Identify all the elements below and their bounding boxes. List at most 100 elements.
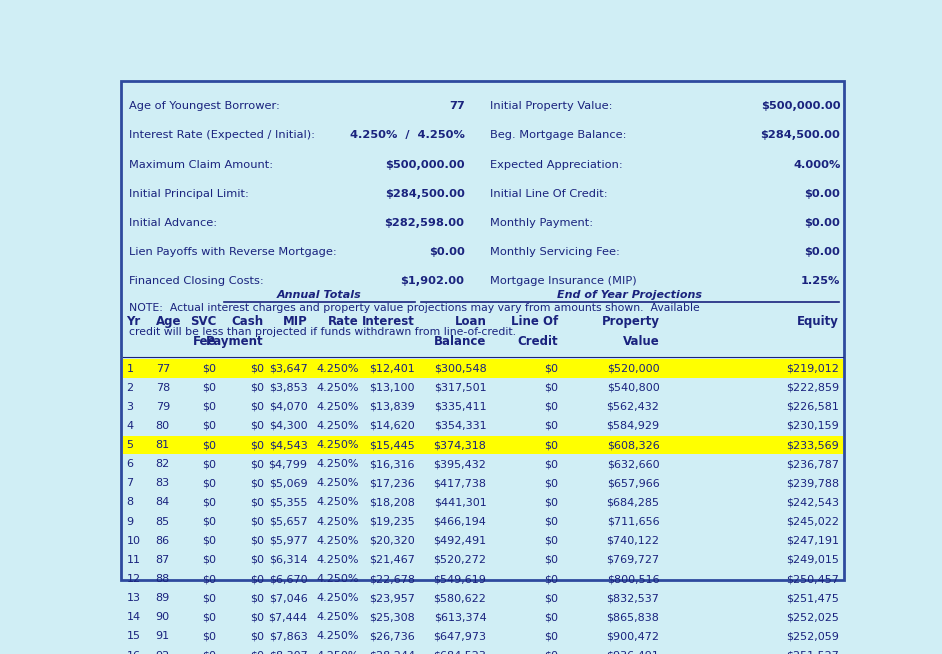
Text: $0: $0 bbox=[203, 632, 217, 642]
Text: $250,457: $250,457 bbox=[787, 574, 839, 584]
Text: $284,500.00: $284,500.00 bbox=[384, 189, 464, 199]
Text: $0: $0 bbox=[250, 574, 264, 584]
Text: $520,272: $520,272 bbox=[433, 555, 486, 565]
Text: Payment: Payment bbox=[206, 336, 264, 349]
Text: $15,445: $15,445 bbox=[369, 440, 414, 450]
Text: Interest: Interest bbox=[362, 315, 414, 328]
Text: $282,598.00: $282,598.00 bbox=[384, 218, 464, 228]
Text: 11: 11 bbox=[126, 555, 140, 565]
Text: 8: 8 bbox=[126, 498, 134, 508]
Text: $7,444: $7,444 bbox=[268, 612, 307, 623]
Text: $0: $0 bbox=[203, 593, 217, 603]
Text: $0: $0 bbox=[544, 459, 558, 469]
Text: 15: 15 bbox=[126, 632, 140, 642]
Text: $12,401: $12,401 bbox=[369, 364, 414, 373]
Text: 4.250%: 4.250% bbox=[317, 555, 359, 565]
Text: $0: $0 bbox=[203, 651, 217, 654]
Bar bbox=[122, 359, 843, 377]
Text: 82: 82 bbox=[155, 459, 170, 469]
Text: Mortgage Insurance (MIP): Mortgage Insurance (MIP) bbox=[490, 277, 637, 286]
Text: $4,070: $4,070 bbox=[268, 402, 307, 412]
Text: 85: 85 bbox=[155, 517, 170, 526]
Text: 4.250%: 4.250% bbox=[317, 402, 359, 412]
Text: 13: 13 bbox=[126, 593, 140, 603]
Text: $7,863: $7,863 bbox=[268, 632, 307, 642]
Text: $219,012: $219,012 bbox=[787, 364, 839, 373]
Text: $900,472: $900,472 bbox=[607, 632, 659, 642]
Text: 4.250%: 4.250% bbox=[317, 459, 359, 469]
Text: $5,069: $5,069 bbox=[268, 478, 307, 489]
Text: $249,015: $249,015 bbox=[787, 555, 839, 565]
Text: $562,432: $562,432 bbox=[607, 402, 659, 412]
Text: $936,491: $936,491 bbox=[607, 651, 659, 654]
Text: $236,787: $236,787 bbox=[786, 459, 839, 469]
Text: $284,500.00: $284,500.00 bbox=[760, 130, 840, 141]
Text: $17,236: $17,236 bbox=[369, 478, 414, 489]
Text: 80: 80 bbox=[155, 421, 170, 431]
Text: 4.250%: 4.250% bbox=[317, 612, 359, 623]
Text: $492,491: $492,491 bbox=[433, 536, 486, 546]
Text: 12: 12 bbox=[126, 574, 140, 584]
Text: $0: $0 bbox=[203, 517, 217, 526]
Text: $0: $0 bbox=[250, 498, 264, 508]
Text: $251,527: $251,527 bbox=[787, 651, 839, 654]
Text: 78: 78 bbox=[155, 383, 170, 392]
Text: $0: $0 bbox=[203, 402, 217, 412]
Text: 4.250%: 4.250% bbox=[317, 593, 359, 603]
Text: $1,902.00: $1,902.00 bbox=[400, 277, 464, 286]
Text: 1: 1 bbox=[126, 364, 134, 373]
Text: $549,619: $549,619 bbox=[433, 574, 486, 584]
Text: 4.000%: 4.000% bbox=[793, 160, 840, 169]
Text: $584,929: $584,929 bbox=[607, 421, 659, 431]
Text: $0.00: $0.00 bbox=[804, 189, 840, 199]
Text: $242,543: $242,543 bbox=[786, 498, 839, 508]
Text: credit will be less than projected if funds withdrawn from line-of-credit.: credit will be less than projected if fu… bbox=[129, 327, 515, 337]
Text: 16: 16 bbox=[126, 651, 140, 654]
Text: $0.00: $0.00 bbox=[804, 218, 840, 228]
Text: $684,285: $684,285 bbox=[607, 498, 659, 508]
Text: $0: $0 bbox=[203, 383, 217, 392]
Text: $0: $0 bbox=[250, 459, 264, 469]
Text: 7: 7 bbox=[126, 478, 134, 489]
Text: 92: 92 bbox=[155, 651, 170, 654]
Text: Beg. Mortgage Balance:: Beg. Mortgage Balance: bbox=[490, 130, 626, 141]
Text: Initial Line Of Credit:: Initial Line Of Credit: bbox=[490, 189, 608, 199]
Text: $8,307: $8,307 bbox=[268, 651, 307, 654]
Text: $25,308: $25,308 bbox=[369, 612, 414, 623]
Text: Cash: Cash bbox=[232, 315, 264, 328]
Text: Interest Rate (Expected / Initial):: Interest Rate (Expected / Initial): bbox=[129, 130, 315, 141]
Text: 87: 87 bbox=[155, 555, 170, 565]
Text: $6,314: $6,314 bbox=[268, 555, 307, 565]
Text: $245,022: $245,022 bbox=[786, 517, 839, 526]
Text: $0: $0 bbox=[544, 364, 558, 373]
Text: 88: 88 bbox=[155, 574, 170, 584]
Text: Financed Closing Costs:: Financed Closing Costs: bbox=[129, 277, 264, 286]
Text: $0: $0 bbox=[203, 440, 217, 450]
Text: $0: $0 bbox=[203, 364, 217, 373]
Text: 4.250%: 4.250% bbox=[317, 632, 359, 642]
Text: 4.250%: 4.250% bbox=[317, 651, 359, 654]
Text: 4.250%: 4.250% bbox=[317, 478, 359, 489]
Text: 83: 83 bbox=[155, 478, 170, 489]
Text: $0: $0 bbox=[544, 555, 558, 565]
Text: $317,501: $317,501 bbox=[434, 383, 486, 392]
Text: $0: $0 bbox=[544, 517, 558, 526]
Text: Annual Totals: Annual Totals bbox=[277, 290, 362, 300]
Text: $252,025: $252,025 bbox=[787, 612, 839, 623]
Text: $0: $0 bbox=[544, 612, 558, 623]
Text: Lien Payoffs with Reverse Mortgage:: Lien Payoffs with Reverse Mortgage: bbox=[129, 247, 336, 257]
Text: Balance: Balance bbox=[434, 336, 486, 349]
Text: $0.00: $0.00 bbox=[429, 247, 464, 257]
Text: $20,320: $20,320 bbox=[369, 536, 414, 546]
Text: $441,301: $441,301 bbox=[433, 498, 486, 508]
Text: Expected Appreciation:: Expected Appreciation: bbox=[490, 160, 623, 169]
Text: $13,100: $13,100 bbox=[369, 383, 414, 392]
Text: 4.250%  /  4.250%: 4.250% / 4.250% bbox=[349, 130, 464, 141]
Text: $0: $0 bbox=[544, 498, 558, 508]
Text: 4.250%: 4.250% bbox=[317, 498, 359, 508]
Text: $740,122: $740,122 bbox=[607, 536, 659, 546]
Text: $520,000: $520,000 bbox=[607, 364, 659, 373]
Text: 81: 81 bbox=[155, 440, 170, 450]
Text: $23,957: $23,957 bbox=[369, 593, 414, 603]
Text: $4,543: $4,543 bbox=[268, 440, 307, 450]
